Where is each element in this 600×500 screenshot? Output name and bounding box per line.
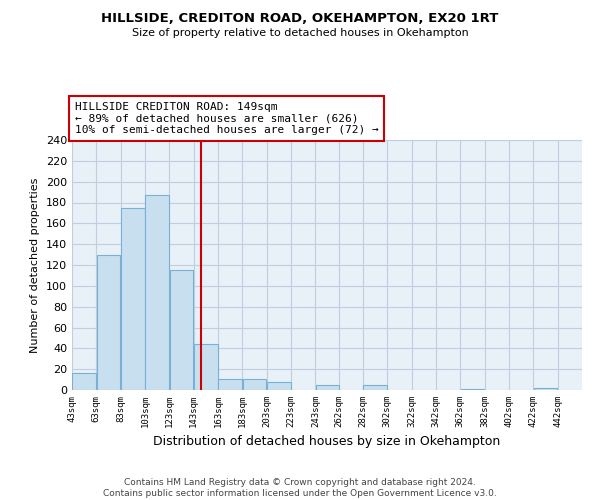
Bar <box>316 385 340 390</box>
Bar <box>121 208 145 390</box>
Bar <box>363 385 387 390</box>
Y-axis label: Number of detached properties: Number of detached properties <box>31 178 40 352</box>
Bar <box>218 378 242 390</box>
Bar <box>533 388 557 390</box>
Bar <box>194 344 218 390</box>
Bar <box>170 270 193 390</box>
X-axis label: Distribution of detached houses by size in Okehampton: Distribution of detached houses by size … <box>154 436 500 448</box>
Bar <box>73 374 96 390</box>
Text: HILLSIDE, CREDITON ROAD, OKEHAMPTON, EX20 1RT: HILLSIDE, CREDITON ROAD, OKEHAMPTON, EX2… <box>101 12 499 26</box>
Text: Size of property relative to detached houses in Okehampton: Size of property relative to detached ho… <box>131 28 469 38</box>
Bar <box>243 378 266 390</box>
Text: Contains HM Land Registry data © Crown copyright and database right 2024.
Contai: Contains HM Land Registry data © Crown c… <box>103 478 497 498</box>
Bar <box>145 195 169 390</box>
Bar <box>267 382 291 390</box>
Bar <box>97 254 121 390</box>
Bar <box>461 389 484 390</box>
Text: HILLSIDE CREDITON ROAD: 149sqm
← 89% of detached houses are smaller (626)
10% of: HILLSIDE CREDITON ROAD: 149sqm ← 89% of … <box>74 102 379 135</box>
